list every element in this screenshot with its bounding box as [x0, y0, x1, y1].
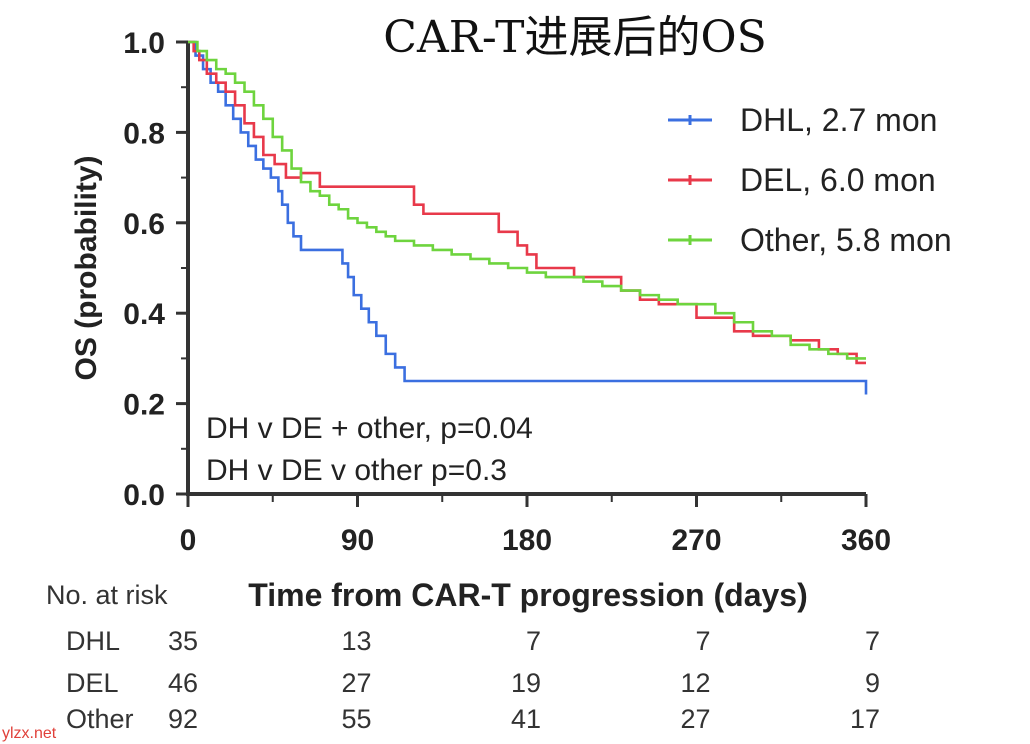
risk-cell: 13 — [341, 626, 371, 656]
y-ticks: 0.0 0.2 0.4 0.6 0.8 1.0 — [123, 27, 188, 512]
y-tick-label: 1.0 — [123, 27, 165, 60]
y-tick-label: 0.0 — [123, 479, 165, 512]
risk-cell: 35 — [168, 626, 198, 656]
annotation-pvalue-1: DH v DE + other, p=0.04 — [206, 412, 533, 445]
x-tick-label: 90 — [341, 524, 374, 557]
risk-cell: 17 — [850, 704, 880, 734]
legend-label-dhl: DHL, 2.7 mon — [740, 102, 937, 138]
x-axis-label: Time from CAR-T progression (days) — [248, 577, 807, 613]
x-tick-label: 180 — [502, 524, 552, 557]
chart-title: CAR-T进展后的OS — [383, 12, 766, 63]
annotation-pvalue-2: DH v DE v other p=0.3 — [206, 454, 507, 487]
watermark: ylzx.net — [2, 725, 57, 742]
y-tick-label: 0.2 — [123, 389, 165, 422]
km-curve-2 — [188, 40, 866, 360]
x-tick-label: 0 — [180, 524, 197, 557]
legend-label-del: DEL, 6.0 mon — [740, 162, 936, 198]
risk-cell: 19 — [511, 668, 541, 698]
y-axis-label: OS (probability) — [70, 156, 103, 381]
km-curve-0 — [188, 40, 868, 395]
risk-row-label: DEL — [66, 668, 119, 698]
risk-row-label: Other — [66, 704, 134, 734]
risk-cell: 41 — [511, 704, 541, 734]
risk-cell: 46 — [168, 668, 198, 698]
y-tick-label: 0.4 — [123, 298, 165, 331]
x-ticks: 0 90 180 270 360 — [180, 494, 891, 557]
legend: DHL, 2.7 mon DEL, 6.0 mon Other, 5.8 mon — [668, 102, 952, 258]
km-curve-1 — [188, 40, 866, 365]
risk-table-label: No. at risk — [46, 580, 168, 610]
risk-cell: 7 — [865, 626, 880, 656]
x-tick-label: 360 — [841, 524, 891, 557]
risk-cell: 55 — [341, 704, 371, 734]
risk-cell: 9 — [865, 668, 880, 698]
risk-cell: 27 — [680, 704, 710, 734]
series-group — [188, 40, 868, 395]
x-tick-label: 270 — [671, 524, 721, 557]
risk-cell: 27 — [341, 668, 371, 698]
risk-table: DHL 35 13 7 7 7 DEL 46 27 19 12 9 Other 92 55 41 27 17 — [66, 626, 880, 734]
risk-row-label: DHL — [66, 626, 120, 656]
risk-cell: 92 — [168, 704, 198, 734]
y-tick-label: 0.6 — [123, 208, 165, 241]
risk-cell: 7 — [526, 626, 541, 656]
y-tick-label: 0.8 — [123, 117, 165, 150]
risk-cell: 7 — [695, 626, 710, 656]
risk-cell: 12 — [680, 668, 710, 698]
legend-label-other: Other, 5.8 mon — [740, 222, 952, 258]
